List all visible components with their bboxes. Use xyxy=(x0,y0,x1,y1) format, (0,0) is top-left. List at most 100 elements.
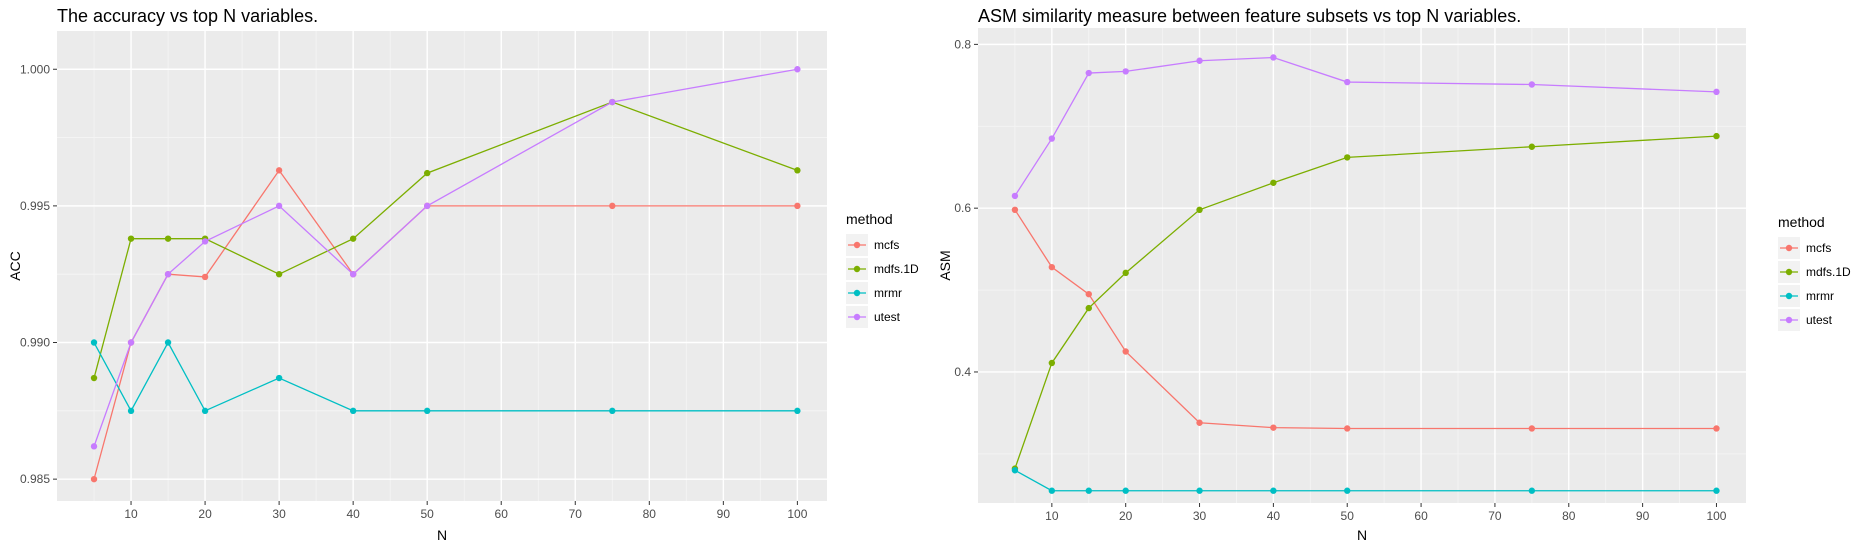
legend-item: mcfs xyxy=(846,234,899,256)
legend-title: method xyxy=(1778,214,1825,230)
data-point xyxy=(349,270,357,278)
x-tick-label: 20 xyxy=(1119,509,1133,523)
data-point xyxy=(609,98,616,106)
data-point xyxy=(609,202,616,210)
legend-label: mcfs xyxy=(1806,241,1831,255)
data-point xyxy=(1122,68,1129,75)
data-point xyxy=(1713,425,1720,432)
y-tick-label: 0.995 xyxy=(20,199,50,213)
asm-chart-svg: 10 20 30 40 50 60 70 80 90 100 0.4 0.6 0.8 ASM simila… xyxy=(937,6,1851,543)
data-point xyxy=(1270,487,1277,494)
x-tick-label: 60 xyxy=(1414,509,1428,523)
x-tick-label: 10 xyxy=(1045,509,1059,523)
legend-key-point xyxy=(853,289,861,297)
data-point xyxy=(349,407,357,415)
y-tick-label: 0.4 xyxy=(954,365,971,379)
legend-key-point xyxy=(853,241,861,249)
data-point xyxy=(423,169,431,177)
y-axis-label: ACC xyxy=(7,251,23,281)
series-utest xyxy=(1011,54,1720,200)
legend-label: utest xyxy=(874,310,901,324)
data-point xyxy=(1270,424,1277,431)
data-point xyxy=(1122,269,1129,277)
series-mcfs xyxy=(1011,206,1720,432)
data-point xyxy=(609,407,616,415)
x-tick-label: 30 xyxy=(272,507,286,521)
data-point xyxy=(1085,69,1092,77)
legend-title: method xyxy=(846,211,893,227)
x-tick-label: 50 xyxy=(1341,509,1355,523)
data-point xyxy=(127,339,135,346)
data-point xyxy=(201,273,209,281)
x-tick-label: 80 xyxy=(643,507,657,521)
data-point xyxy=(1713,487,1720,494)
data-point xyxy=(1011,206,1019,214)
x-tick-label: 100 xyxy=(1706,509,1726,523)
data-point xyxy=(1713,88,1720,96)
data-point xyxy=(1528,81,1536,88)
legend-item: utest xyxy=(1778,309,1833,331)
data-point xyxy=(164,270,172,278)
data-point xyxy=(1122,487,1129,494)
accuracy-chart-svg: 10 20 30 40 50 60 70 80 90 100 0.985 0.990 0.995 1.00… xyxy=(7,6,919,543)
data-point xyxy=(1122,348,1129,355)
data-point xyxy=(1528,425,1536,432)
data-point xyxy=(1196,487,1203,494)
data-point xyxy=(127,235,135,242)
x-tick-label: 40 xyxy=(1267,509,1281,523)
data-point xyxy=(1196,206,1203,214)
series-mrmr xyxy=(90,339,801,415)
data-point xyxy=(275,270,283,278)
chart-title: The accuracy vs top N variables. xyxy=(57,6,318,26)
plot-panel xyxy=(978,28,1746,503)
y-tick-label: 0.985 xyxy=(20,472,50,486)
accuracy-chart: 10 20 30 40 50 60 70 80 90 100 0.985 0.990 0.995 1.00… xyxy=(0,0,932,549)
data-point xyxy=(1011,192,1019,200)
x-tick-label: 30 xyxy=(1193,509,1207,523)
plot-panel xyxy=(57,31,827,501)
data-point xyxy=(90,475,98,483)
y-tick-label: 0.6 xyxy=(954,201,971,215)
x-tick-label: 20 xyxy=(198,507,212,521)
legend-key-point xyxy=(1785,316,1793,324)
data-point xyxy=(1011,467,1019,474)
legend-item: mcfs xyxy=(1778,237,1831,259)
legend-label: mdfs.1D xyxy=(1806,265,1851,279)
data-point xyxy=(1528,143,1536,150)
x-tick-label: 90 xyxy=(1636,509,1650,523)
legend: method mcfs mdfs.1D mrmr utest xyxy=(846,211,919,328)
legend-item: mrmr xyxy=(846,282,902,304)
data-point xyxy=(1048,359,1056,367)
legend-key-point xyxy=(853,265,861,273)
legend-label: mdfs.1D xyxy=(874,262,919,276)
legend-item: mdfs.1D xyxy=(846,258,919,280)
x-tick-label: 100 xyxy=(787,507,807,521)
x-tick-label: 70 xyxy=(569,507,583,521)
data-point xyxy=(127,407,135,415)
chart-title: ASM similarity measure between feature s… xyxy=(978,6,1521,26)
legend: method mcfs mdfs.1D mrmr utest xyxy=(1778,214,1851,331)
x-tick-label: 90 xyxy=(717,507,731,521)
data-point xyxy=(794,407,801,415)
legend-label: utest xyxy=(1806,313,1833,327)
series-mrmr xyxy=(1011,467,1720,494)
x-tick-label: 10 xyxy=(124,507,138,521)
legend-item: utest xyxy=(846,306,901,328)
data-point xyxy=(1196,419,1203,426)
legend-item: mdfs.1D xyxy=(1778,261,1851,283)
legend-key-point xyxy=(853,313,861,321)
data-point xyxy=(423,202,431,210)
data-point xyxy=(90,443,98,450)
data-point xyxy=(275,374,283,382)
legend-key-point xyxy=(1785,292,1793,300)
x-axis-label: N xyxy=(1357,527,1367,543)
data-point xyxy=(201,238,209,245)
legend-key-point xyxy=(1785,244,1793,252)
legend-key-point xyxy=(1785,268,1793,276)
data-point xyxy=(1713,132,1720,140)
x-tick-label: 70 xyxy=(1488,509,1502,523)
y-tick-label: 1.000 xyxy=(20,62,50,76)
data-point xyxy=(1344,78,1351,86)
data-point xyxy=(1344,154,1351,161)
y-axis-label: ASM xyxy=(937,250,953,280)
